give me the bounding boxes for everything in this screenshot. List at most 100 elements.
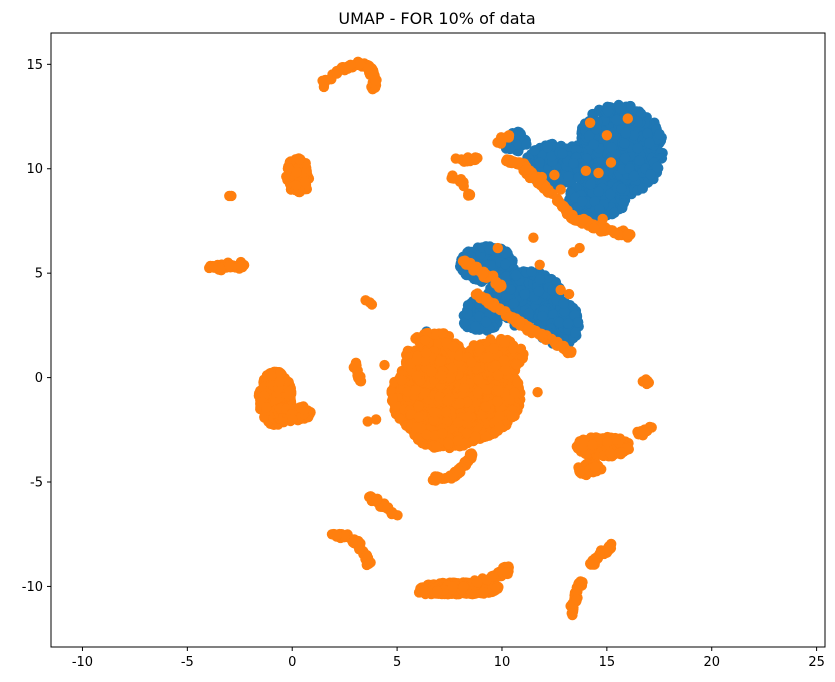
- scatter-point-series-2: [480, 431, 491, 442]
- scatter-point-series-2: [483, 351, 494, 363]
- chart-title: UMAP - FOR 10% of data: [338, 9, 535, 28]
- scatter-point-series-2: [481, 293, 492, 304]
- scatter-point-series-2: [474, 343, 485, 354]
- scatter-point-series-2: [501, 131, 513, 143]
- scatter-point-series-1: [523, 308, 535, 319]
- scatter-point-series-1: [628, 170, 640, 182]
- scatter-point-series-1: [462, 300, 474, 311]
- scatter-point-series-2: [454, 398, 465, 409]
- scatter-point-series-1: [588, 139, 599, 150]
- scatter-point-series-1: [628, 130, 640, 141]
- scatter-point-series-2: [493, 385, 504, 397]
- scatter-point-series-2: [411, 355, 423, 366]
- scatter-point-series-2: [470, 152, 482, 163]
- scatter-point-series-2: [450, 153, 461, 164]
- scatter-point-series-1: [519, 289, 530, 300]
- scatter-point-series-1: [577, 196, 588, 207]
- scatter-point-series-2: [492, 242, 503, 254]
- scatter-point-series-2: [593, 167, 604, 179]
- scatter-point-series-1: [642, 128, 653, 139]
- scatter-point-series-1: [610, 149, 622, 160]
- scatter-point-series-2: [466, 357, 477, 368]
- scatter-point-series-2: [290, 180, 302, 191]
- scatter-point-series-1: [624, 163, 635, 174]
- scatter-point-series-2: [558, 200, 569, 212]
- scatter-point-series-1: [589, 196, 600, 207]
- scatter-point-series-2: [470, 289, 482, 300]
- scatter-point-series-2: [413, 412, 425, 423]
- scatter-point-series-2: [549, 169, 560, 181]
- scatter-point-series-2: [511, 359, 522, 370]
- scatter-point-series-2: [235, 261, 247, 273]
- scatter-point-series-1: [619, 138, 630, 149]
- scatter-point-series-1: [559, 306, 570, 317]
- scatter-point-series-2: [622, 113, 633, 124]
- scatter-point-series-2: [421, 429, 432, 440]
- scatter-point-series-2: [283, 163, 294, 174]
- scatter-point-series-2: [413, 400, 424, 412]
- scatter-point-series-2: [440, 406, 452, 418]
- scatter-point-series-1: [554, 317, 565, 328]
- scatter-point-series-2: [411, 422, 422, 433]
- scatter-point-series-2: [460, 259, 472, 270]
- scatter-point-series-1: [500, 247, 511, 259]
- scatter-point-series-2: [488, 343, 500, 354]
- scatter-point-series-2: [420, 335, 431, 346]
- scatter-point-series-1: [470, 321, 481, 332]
- scatter-point-series-1: [533, 286, 545, 297]
- scatter-point-series-1: [619, 152, 631, 164]
- scatter-point-series-1: [602, 106, 614, 117]
- scatter-point-series-2: [533, 329, 545, 340]
- scatter-point-series-1: [469, 273, 480, 285]
- scatter-point-series-2: [578, 213, 589, 225]
- scatter-point-series-2: [534, 259, 545, 270]
- scatter-point-series-2: [605, 157, 617, 168]
- scatter-point-series-2: [354, 58, 365, 70]
- scatter-point-series-2: [437, 428, 448, 439]
- scatter-point-series-2: [494, 410, 505, 421]
- scatter-point-series-2: [420, 347, 432, 358]
- scatter-point-series-1: [547, 284, 558, 296]
- scatter-point-series-2: [442, 395, 453, 406]
- scatter-point-series-1: [568, 158, 579, 169]
- scatter-point-series-1: [594, 204, 605, 215]
- scatter-point-series-1: [504, 143, 516, 155]
- scatter-point-series-2: [362, 62, 374, 74]
- scatter-point-series-1: [583, 130, 595, 141]
- scatter-point-series-1: [508, 298, 519, 309]
- scatter-point-series-2: [562, 347, 573, 359]
- scatter-point-series-1: [632, 143, 643, 154]
- scatter-point-series-1: [480, 316, 492, 328]
- scatter-point-series-1: [615, 103, 626, 114]
- scatter-point-series-1: [521, 139, 532, 150]
- scatter-point-series-2: [541, 182, 552, 194]
- scatter-point-series-2: [291, 166, 302, 178]
- scatter-point-series-2: [512, 377, 523, 389]
- scatter-point-series-2: [411, 370, 422, 382]
- scatter-point-series-2: [204, 262, 215, 274]
- scatter-point-series-2: [597, 213, 608, 225]
- scatter-point-series-2: [584, 117, 596, 128]
- scatter-point-series-2: [481, 384, 493, 395]
- scatter-point-series-2: [299, 176, 310, 187]
- scatter-point-series-2: [609, 228, 620, 239]
- scatter-point-series-2: [520, 164, 531, 175]
- scatter-point-series-1: [609, 207, 620, 218]
- scatter-point-series-1: [637, 183, 648, 194]
- scatter-point-series-1: [634, 155, 645, 166]
- scatter-point-series-1: [654, 128, 665, 140]
- scatter-point-series-2: [470, 261, 481, 273]
- scatter-point-series-2: [396, 375, 408, 386]
- scatter-point-series-2: [442, 437, 454, 449]
- scatter-point-series-2: [504, 394, 516, 405]
- scatter-point-series-2: [514, 318, 525, 329]
- scatter-point-series-1: [546, 150, 557, 162]
- scatter-point-series-2: [463, 189, 475, 200]
- scatter-point-series-1: [526, 266, 537, 277]
- scatter-point-series-1: [557, 148, 568, 159]
- scatter-point-series-2: [492, 369, 504, 381]
- scatter-point-series-1: [485, 260, 496, 271]
- scatter-point-series-1: [635, 108, 647, 119]
- scatter-point-series-1: [620, 127, 631, 139]
